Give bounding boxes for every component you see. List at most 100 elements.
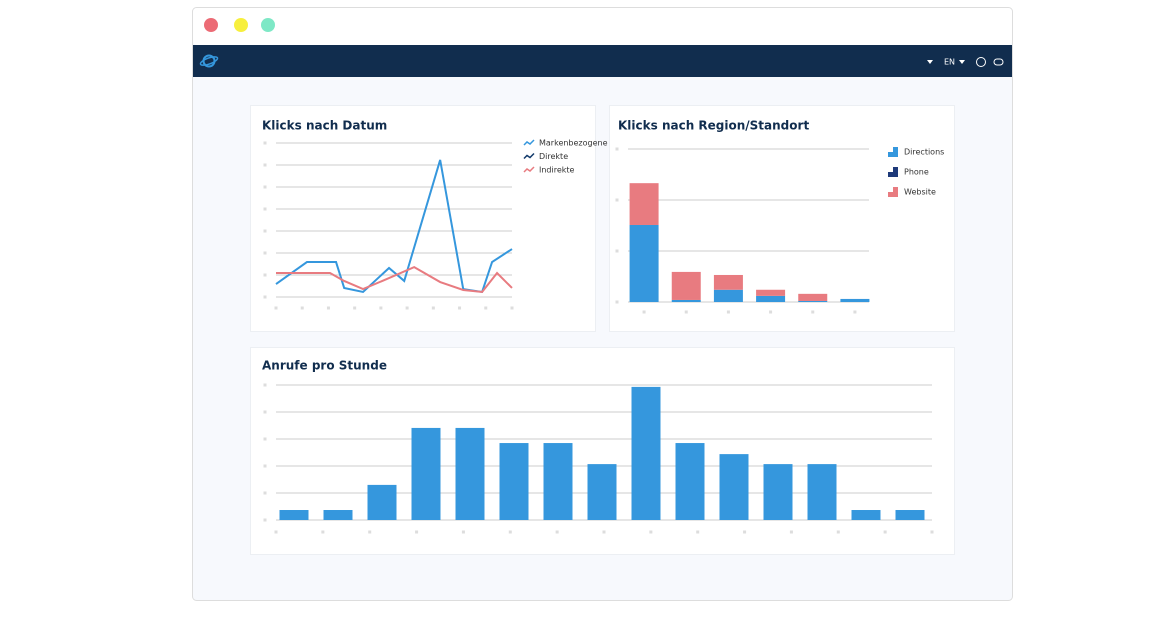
bar [719, 454, 749, 520]
language[interactable]: EN [944, 58, 955, 67]
minimize-button[interactable] [234, 18, 248, 32]
chart-title: Klicks nach Region/Standort [618, 119, 809, 133]
legend-icon [888, 147, 898, 157]
tick-label-placeholder [615, 249, 619, 253]
line-series [276, 265, 513, 293]
tick-label-placeholder [726, 310, 730, 314]
bar [587, 464, 617, 520]
dropdown-caret[interactable] [927, 60, 933, 64]
tick-label-placeholder [602, 530, 606, 534]
bar [763, 464, 793, 520]
tick-label-placeholder [431, 306, 435, 310]
bar [279, 510, 309, 520]
language-caret[interactable] [959, 60, 965, 64]
bar [675, 443, 705, 520]
tick-label-placeholder [263, 491, 267, 495]
tick-label-placeholder [274, 306, 278, 310]
tick-label-placeholder [263, 185, 267, 189]
legend-label: Indirekte [539, 166, 575, 175]
tick-label-placeholder [555, 530, 559, 534]
tick-label-placeholder [300, 306, 304, 310]
tick-label-placeholder [836, 530, 840, 534]
tick-label-placeholder [405, 306, 409, 310]
bar [323, 510, 353, 520]
bar-segment [671, 271, 701, 300]
maximize-button[interactable] [261, 18, 275, 32]
bar [367, 484, 397, 520]
tick-label-placeholder [883, 530, 887, 534]
tick-label-placeholder [263, 295, 267, 299]
bar-segment [713, 289, 743, 302]
bar-segment [798, 293, 828, 301]
tick-label-placeholder [811, 310, 815, 314]
tick-label-placeholder [615, 198, 619, 202]
bar [455, 427, 485, 520]
bar [631, 386, 661, 520]
tick-label-placeholder [263, 464, 267, 468]
tick-label-placeholder [649, 530, 653, 534]
bar [411, 427, 441, 520]
tick-label-placeholder [263, 251, 267, 255]
tick-label-placeholder [461, 530, 465, 534]
tick-label-placeholder [415, 530, 419, 534]
tick-label-placeholder [853, 310, 857, 314]
bar-segment [629, 224, 659, 302]
bar [851, 510, 881, 520]
tick-label-placeholder [458, 306, 462, 310]
tick-label-placeholder [263, 518, 267, 522]
tick-label-placeholder [769, 310, 773, 314]
tick-label-placeholder [789, 530, 793, 534]
bar-segment [756, 289, 786, 296]
tick-label-placeholder [353, 306, 357, 310]
tick-label-placeholder [263, 207, 267, 211]
tick-label-placeholder [263, 383, 267, 387]
logo[interactable] [199, 54, 219, 68]
tick-label-placeholder [263, 229, 267, 233]
tick-label-placeholder [484, 306, 488, 310]
bar [807, 464, 837, 520]
bar [895, 510, 925, 520]
legend-icon [888, 187, 898, 197]
tick-label-placeholder [510, 306, 514, 310]
tick-label-placeholder [379, 306, 383, 310]
close-button[interactable] [204, 18, 218, 32]
tick-label-placeholder [263, 410, 267, 414]
bar-segment [713, 274, 743, 290]
tick-label-placeholder [274, 530, 278, 534]
tick-label-placeholder [684, 310, 688, 314]
tick-label-placeholder [508, 530, 512, 534]
card [250, 347, 955, 555]
legend-icon [523, 139, 535, 146]
tick-label-placeholder [321, 530, 325, 534]
help-icon[interactable] [976, 57, 986, 67]
legend-icon [888, 167, 898, 177]
bar-segment [629, 183, 659, 225]
bar-segment [756, 295, 786, 302]
tick-label-placeholder [615, 300, 619, 304]
tick-label-placeholder [263, 273, 267, 277]
title-bar [193, 8, 1012, 45]
tick-label-placeholder [743, 530, 747, 534]
tick-label-placeholder [263, 437, 267, 441]
tick-label-placeholder [615, 147, 619, 151]
toggle-icon[interactable] [993, 58, 1004, 66]
navbar [193, 45, 1012, 77]
bar [499, 443, 529, 520]
legend-icon [523, 152, 535, 160]
legend-label: Website [904, 188, 936, 197]
legend-label: Direkte [539, 152, 568, 161]
legend-label: Phone [904, 168, 929, 177]
tick-label-placeholder [326, 306, 330, 310]
chart-title: Anrufe pro Stunde [262, 359, 387, 373]
bar [543, 443, 573, 520]
tick-label-placeholder [696, 530, 700, 534]
bar-segment [671, 299, 701, 302]
tick-label-placeholder [368, 530, 372, 534]
legend-label: Markenbezogene [539, 139, 608, 148]
tick-label-placeholder [930, 530, 934, 534]
bar-segment [798, 300, 828, 302]
legend-icon [523, 166, 535, 173]
tick-label-placeholder [263, 141, 267, 145]
legend-label: Directions [904, 148, 944, 157]
